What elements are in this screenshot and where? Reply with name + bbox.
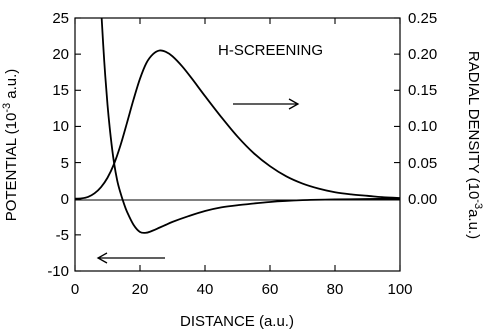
y-left-tick-label-neg5: -5 [56, 227, 69, 244]
y-right-tick-label-0.20: 0.20 [408, 46, 437, 63]
x-tick-label-80: 80 [327, 281, 344, 298]
curves [74, 17, 401, 234]
y-right-axis-label: RADIAL DENSITY (10-3a.u.) [465, 51, 484, 239]
y-right-tick-label-0.10: 0.10 [408, 118, 437, 135]
left-arrow [96, 252, 165, 264]
x-tick-label-100: 100 [387, 281, 412, 298]
potential-curve [100, 17, 401, 234]
y-left-tick-label-0: 0 [61, 191, 69, 208]
y-right-tick-label-0.05: 0.05 [408, 155, 437, 172]
x-tick-labels: 0 20 40 60 80 100 [71, 281, 413, 298]
y-left-axis-label-suffix: a.u.) [3, 69, 20, 103]
y-left-tick-label-10: 10 [52, 118, 69, 135]
x-axis-label: DISTANCE (a.u.) [180, 313, 294, 330]
plot-frame [74, 17, 401, 272]
left-arrow-head [96, 252, 108, 264]
y-right-axis-label-exponent: -3 [472, 199, 484, 209]
radial-density-curve [74, 49, 401, 200]
h-screening-annotation: H-SCREENING [218, 42, 323, 59]
y-left-tick-label-neg10: -10 [47, 263, 69, 280]
y-left-axis-label-exponent: -3 [1, 103, 13, 113]
x-tick-label-60: 60 [262, 281, 279, 298]
y-right-tick-label-0.15: 0.15 [408, 82, 437, 99]
y-left-tick-label-5: 5 [61, 155, 69, 172]
y-right-axis-label-prefix: RADIAL DENSITY (10 [465, 51, 482, 199]
right-arrow-head [288, 98, 300, 110]
y-left-tick-label-25: 25 [52, 10, 69, 27]
x-tick-label-0: 0 [71, 281, 79, 298]
y-right-tick-labels: 0.00 0.05 0.10 0.15 0.20 0.25 [408, 10, 437, 208]
y-left-tick-label-20: 20 [52, 46, 69, 63]
y-right-axis-label-suffix: a.u.) [465, 209, 482, 239]
y-right-tick-label-0.25: 0.25 [408, 10, 437, 27]
right-arrow [233, 98, 300, 110]
y-left-tick-labels: -10 -5 0 5 10 15 20 25 [47, 10, 69, 280]
y-left-tick-label-15: 15 [52, 82, 69, 99]
y-left-axis-label: POTENTIAL (10-3 a.u.) [1, 69, 20, 222]
x-tick-label-20: 20 [132, 281, 149, 298]
y-left-axis-label-prefix: POTENTIAL (10 [3, 113, 20, 222]
y-right-tick-label-0.00: 0.00 [408, 191, 437, 208]
x-tick-label-40: 40 [197, 281, 214, 298]
